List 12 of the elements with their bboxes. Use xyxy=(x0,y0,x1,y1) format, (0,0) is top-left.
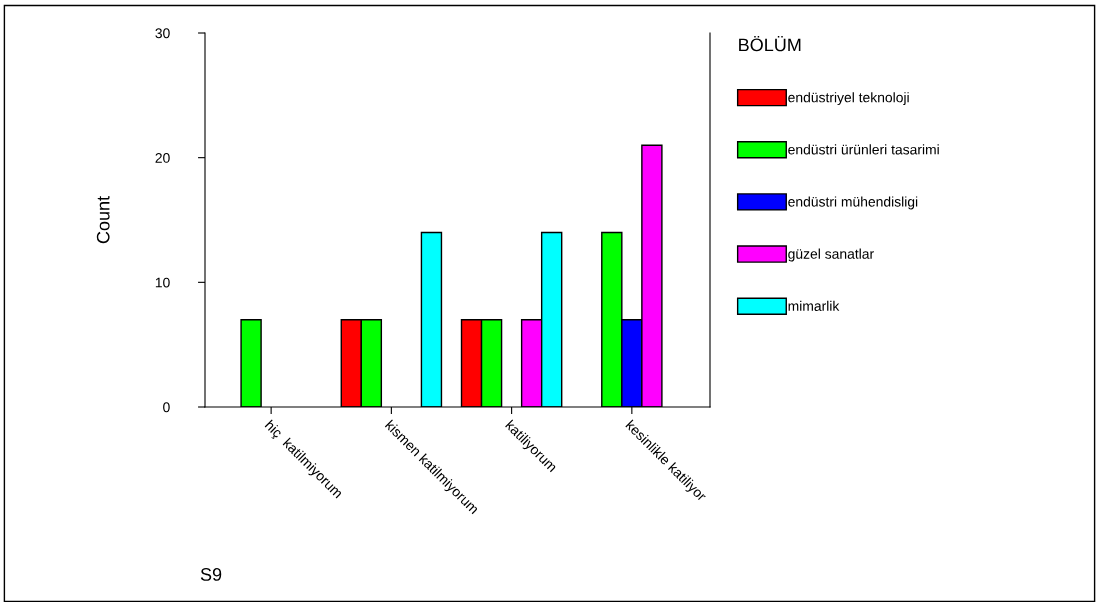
legend-label: endüstri ürünleri tasarimi xyxy=(788,144,939,155)
legend-label: güzel sanatlar xyxy=(788,248,874,262)
x-axis-title: S9 xyxy=(200,568,222,581)
legend-title: BÖLÜM xyxy=(739,35,801,52)
y-axis-title: Count xyxy=(96,196,110,244)
y-tick-label: 0 xyxy=(163,402,170,413)
legend-label: endüstri mühendisligi xyxy=(788,196,918,210)
legend-label: endüstriyel teknoloji xyxy=(788,92,909,106)
y-tick-label: 20 xyxy=(155,153,170,163)
legend-label: mimarlik xyxy=(788,300,840,311)
y-tick-label: 10 xyxy=(155,277,170,288)
y-tick-label: 30 xyxy=(155,28,170,39)
